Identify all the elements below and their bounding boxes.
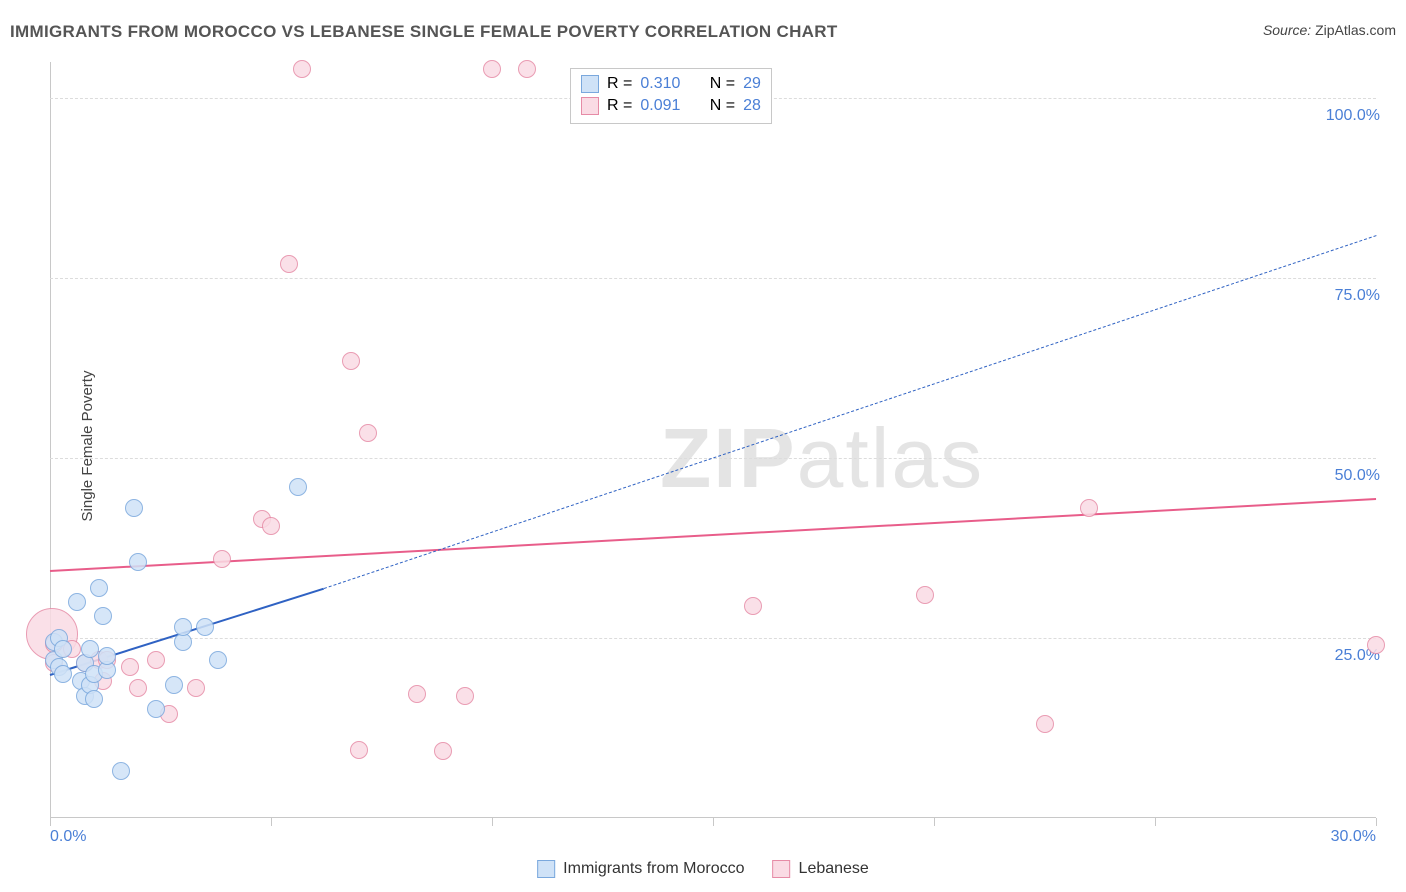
x-tick	[1376, 818, 1377, 826]
stat-n-value: 29	[743, 75, 761, 93]
data-point	[289, 478, 307, 496]
data-point	[165, 676, 183, 694]
data-point	[1367, 636, 1385, 654]
stat-n-value: 28	[743, 97, 761, 115]
data-point	[350, 741, 368, 759]
gridline	[50, 278, 1376, 279]
data-point	[90, 579, 108, 597]
x-tick	[492, 818, 493, 826]
x-tick-label: 0.0%	[50, 828, 86, 846]
y-axis-line	[50, 62, 51, 818]
legend-swatch	[773, 860, 791, 878]
x-tick	[713, 818, 714, 826]
data-point	[129, 553, 147, 571]
trend-line	[50, 498, 1376, 572]
data-point	[147, 651, 165, 669]
stat-r-value: 0.310	[640, 75, 680, 93]
data-point	[293, 60, 311, 78]
data-point	[129, 679, 147, 697]
source-value: ZipAtlas.com	[1315, 22, 1396, 38]
data-point	[85, 690, 103, 708]
header: IMMIGRANTS FROM MOROCCO VS LEBANESE SING…	[10, 22, 1396, 42]
legend-label: Immigrants from Morocco	[563, 860, 744, 878]
stat-r-value: 0.091	[640, 97, 680, 115]
data-point	[68, 593, 86, 611]
source-label: Source:	[1263, 22, 1311, 38]
data-point	[147, 700, 165, 718]
gridline	[50, 638, 1376, 639]
data-point	[408, 685, 426, 703]
stat-n-label: N =	[710, 97, 735, 115]
legend-label: Lebanese	[799, 860, 869, 878]
legend-swatch	[537, 860, 555, 878]
stat-r-label: R =	[607, 75, 632, 93]
y-tick-label: 75.0%	[1335, 287, 1380, 305]
data-point	[518, 60, 536, 78]
series-swatch	[581, 97, 599, 115]
data-point	[125, 499, 143, 517]
data-point	[187, 679, 205, 697]
data-point	[94, 607, 112, 625]
data-point	[1080, 499, 1098, 517]
data-point	[1036, 715, 1054, 733]
series-swatch	[581, 75, 599, 93]
scatter-chart: ZIPatlas 25.0%50.0%75.0%100.0%0.0%30.0%R…	[50, 62, 1376, 818]
data-point	[483, 60, 501, 78]
chart-title: IMMIGRANTS FROM MOROCCO VS LEBANESE SING…	[10, 22, 838, 42]
data-point	[54, 640, 72, 658]
data-point	[209, 651, 227, 669]
data-point	[112, 762, 130, 780]
stat-r-label: R =	[607, 97, 632, 115]
data-point	[81, 640, 99, 658]
data-point	[359, 424, 377, 442]
data-point	[280, 255, 298, 273]
x-tick	[271, 818, 272, 826]
data-point	[213, 550, 231, 568]
data-point	[196, 618, 214, 636]
data-point	[174, 618, 192, 636]
y-tick-label: 50.0%	[1335, 467, 1380, 485]
x-tick	[1155, 818, 1156, 826]
source: Source: ZipAtlas.com	[1263, 22, 1396, 38]
data-point	[744, 597, 762, 615]
legend-item: Lebanese	[773, 860, 869, 878]
legend: Immigrants from Morocco Lebanese	[537, 860, 869, 878]
data-point	[262, 517, 280, 535]
data-point	[121, 658, 139, 676]
stats-row: R = 0.091 N = 28	[581, 95, 761, 117]
stat-n-label: N =	[710, 75, 735, 93]
data-point	[916, 586, 934, 604]
stats-box: R = 0.310 N = 29R = 0.091 N = 28	[570, 68, 772, 124]
x-tick-label: 30.0%	[1331, 828, 1376, 846]
x-tick	[50, 818, 51, 826]
data-point	[434, 742, 452, 760]
x-tick	[934, 818, 935, 826]
data-point	[98, 647, 116, 665]
trend-line	[324, 235, 1376, 589]
stats-row: R = 0.310 N = 29	[581, 73, 761, 95]
data-point	[54, 665, 72, 683]
y-tick-label: 100.0%	[1326, 107, 1380, 125]
legend-item: Immigrants from Morocco	[537, 860, 744, 878]
data-point	[342, 352, 360, 370]
data-point	[456, 687, 474, 705]
